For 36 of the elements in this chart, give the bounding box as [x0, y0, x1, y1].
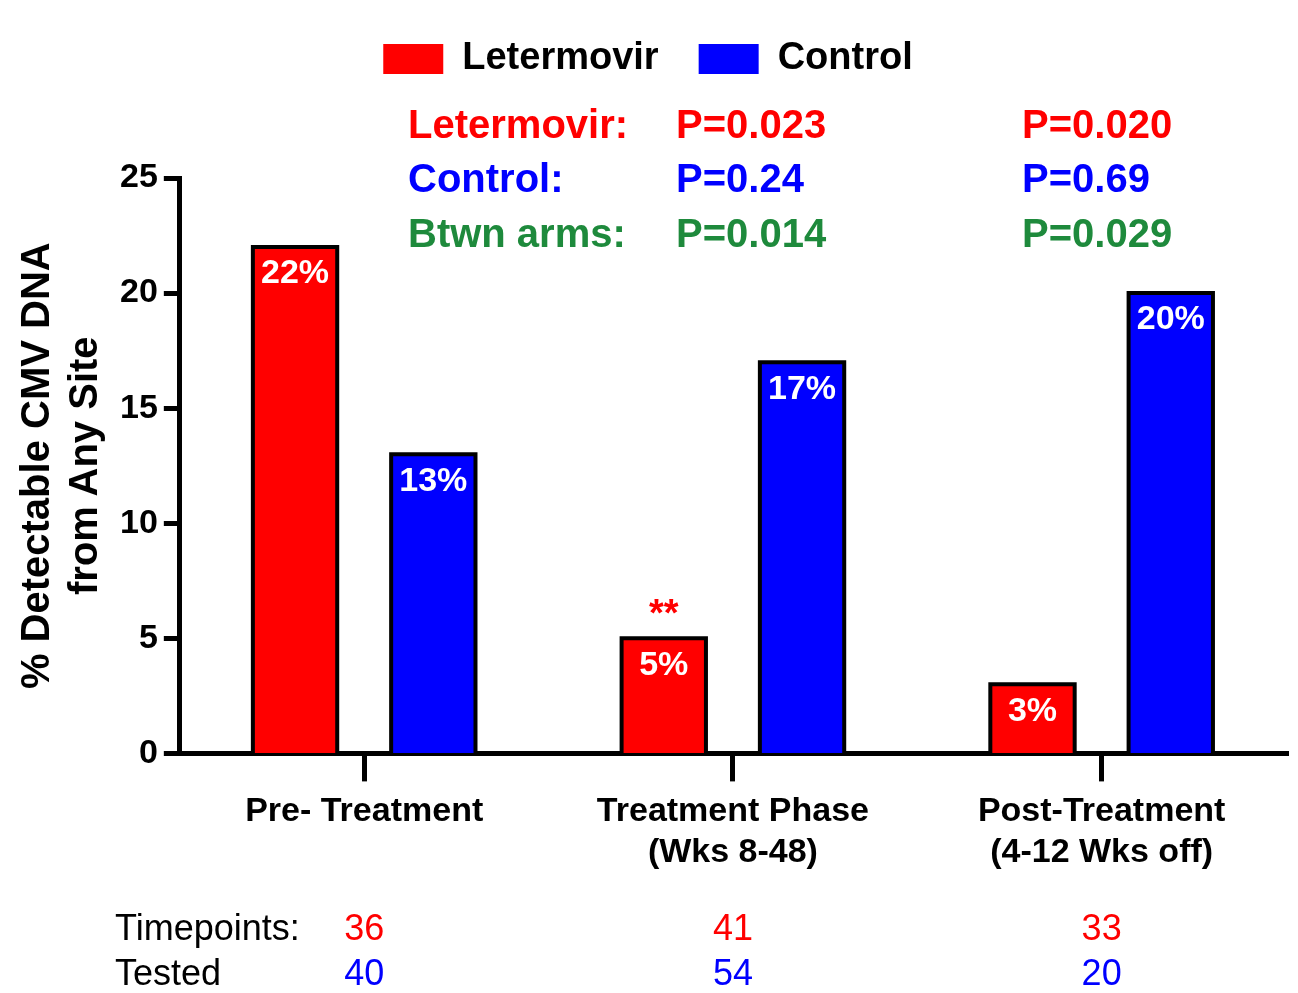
y-tick-label: 20: [119, 271, 158, 310]
text: 36: [344, 906, 385, 948]
text: Tested: [115, 951, 222, 993]
text: Timepoints:: [115, 906, 300, 948]
y-tick-label: 25: [119, 156, 158, 195]
y-tick-label: 5: [138, 616, 158, 655]
text: 41: [712, 906, 753, 948]
text: 20: [1081, 951, 1122, 993]
annotation: P=0.014: [676, 211, 827, 256]
y-axis-title: % Detectable CMV DNA from Any Site: [13, 242, 106, 690]
y-tick-label: 15: [119, 386, 158, 425]
x-tick-label: Treatment Phase (Wks 8-48): [596, 790, 869, 869]
x-tick-label: Post-Treatment (4-12 Wks off): [977, 790, 1226, 869]
legend-label: Control: [777, 35, 913, 78]
annotation: Btwn arms:: [408, 211, 626, 256]
data-label: 20%: [1136, 298, 1205, 337]
annotation: P=0.029: [1022, 211, 1173, 256]
text: P=0.023: [676, 102, 827, 147]
data-label: 17%: [768, 367, 837, 406]
text: 54: [712, 951, 753, 993]
text: P=0.020: [1022, 102, 1173, 147]
text: 33: [1081, 906, 1122, 948]
data-label: 3%: [1007, 689, 1058, 728]
annotation: P=0.24: [676, 156, 805, 201]
y-tick-label: 10: [119, 501, 158, 540]
data-label: 5%: [639, 643, 689, 682]
text: 40: [344, 951, 385, 993]
data-label: 22%: [261, 252, 330, 291]
legend-label: Letermovir: [462, 35, 659, 78]
annotation: Control:: [408, 156, 564, 201]
x-tick-label: Pre- Treatment: [245, 790, 484, 829]
annotation: P=0.69: [1022, 156, 1150, 201]
text: Letermovir:: [408, 102, 629, 147]
y-tick-label: 0: [138, 731, 158, 770]
annotation: **: [648, 591, 679, 634]
data-label: 13%: [399, 459, 468, 498]
